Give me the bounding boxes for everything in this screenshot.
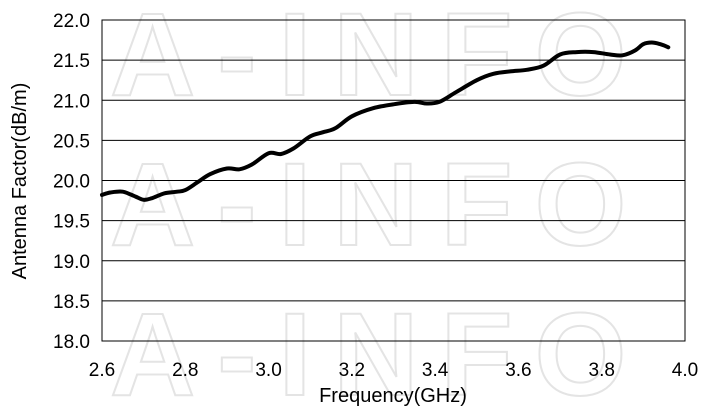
x-tick-label-1: 2.8 bbox=[172, 360, 198, 381]
watermark-text-middle: A-INFO bbox=[110, 139, 648, 271]
plot-area-border bbox=[101, 19, 686, 342]
x-tick-label-0: 2.6 bbox=[89, 360, 115, 381]
series-group bbox=[100, 40, 671, 202]
watermark-text-bottom: A-INFO bbox=[110, 289, 648, 414]
y-tick-label-8: 22.0 bbox=[53, 11, 90, 32]
x-tick-label-5: 3.6 bbox=[505, 360, 531, 381]
y-tick-label-3: 19.5 bbox=[53, 212, 90, 233]
y-tick-label-5: 20.5 bbox=[53, 131, 90, 152]
series-line-0 bbox=[100, 40, 671, 202]
x-tick-label-6: 3.8 bbox=[589, 360, 615, 381]
x-tick-label-2: 3.0 bbox=[255, 360, 281, 381]
y-tick-label-2: 19.0 bbox=[53, 252, 90, 273]
y-tick-label-7: 21.5 bbox=[53, 51, 90, 72]
x-tick-label-3: 3.2 bbox=[339, 360, 365, 381]
x-tick-label-4: 3.4 bbox=[422, 360, 449, 381]
y-tick-label-1: 18.5 bbox=[53, 292, 90, 313]
x-tick-label-7: 4.0 bbox=[672, 360, 698, 381]
x-axis-tick-labels: 2.6 2.8 3.0 3.2 3.4 3.6 3.8 4.0 bbox=[89, 360, 698, 381]
y-tick-label-4: 20.0 bbox=[53, 172, 90, 193]
y-tick-label-6: 21.0 bbox=[53, 91, 90, 112]
y-tick-label-0: 18.0 bbox=[53, 332, 90, 353]
watermark: A-INFO A-INFO A-INFO bbox=[109, 0, 648, 414]
y-axis-title: Antenna Factor(dB/m) bbox=[9, 83, 31, 280]
y-axis-tick-labels: 18.0 18.5 19.0 19.5 20.0 20.5 21.0 21.5 22.0 bbox=[53, 11, 90, 353]
x-axis-title: Frequency(GHz) bbox=[319, 385, 467, 407]
